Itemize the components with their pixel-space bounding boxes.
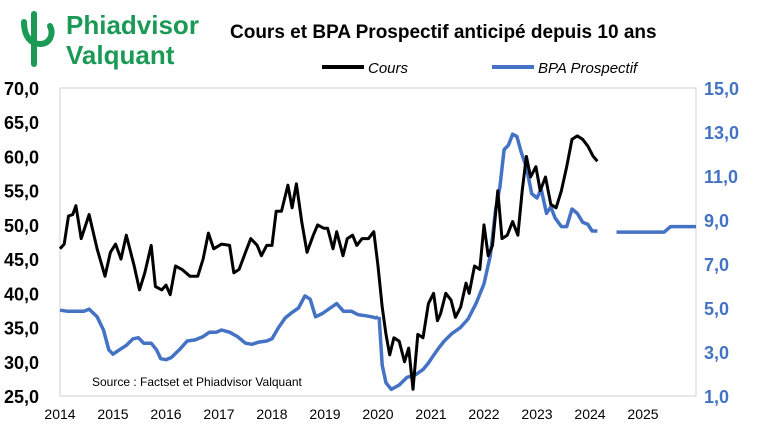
brand-line1: Phiadvisor xyxy=(66,10,199,40)
x-tick-label: 2024 xyxy=(574,406,605,422)
left-tick-label: 50,0 xyxy=(4,216,39,236)
left-tick-label: 35,0 xyxy=(4,319,39,339)
x-tick-label: 2023 xyxy=(521,406,552,422)
chart-title: Cours et BPA Prospectif anticipé depuis … xyxy=(230,22,657,43)
right-tick-label: 5,0 xyxy=(704,299,729,319)
left-tick-label: 25,0 xyxy=(4,387,39,407)
legend: Cours BPA Prospectif xyxy=(322,60,639,77)
x-tick-label: 2022 xyxy=(468,406,499,422)
left-tick-label: 40,0 xyxy=(4,284,39,304)
right-tick-label: 15,0 xyxy=(704,79,739,99)
right-axis: 15,0 13,0 11,0 9,0 7,0 5,0 3,0 1,0 xyxy=(704,79,739,407)
x-tick-label: 2017 xyxy=(203,406,234,422)
phi-logo-icon xyxy=(21,11,55,67)
left-tick-label: 45,0 xyxy=(4,250,39,270)
left-tick-label: 65,0 xyxy=(4,113,39,133)
series-layer xyxy=(58,132,696,392)
right-tick-label: 9,0 xyxy=(704,211,729,231)
right-tick-label: 3,0 xyxy=(704,343,729,363)
x-tick-label: 2021 xyxy=(415,406,446,422)
x-tick-label: 2018 xyxy=(256,406,287,422)
right-tick-label: 7,0 xyxy=(704,255,729,275)
legend-label-bpa: BPA Prospectif xyxy=(538,60,639,77)
source-note: Source : Factset et Phiadvisor Valquant xyxy=(92,375,303,389)
right-tick-label: 13,0 xyxy=(704,123,739,143)
plot-area xyxy=(59,87,697,397)
series-line-bpa-prospectif-1 xyxy=(59,294,379,362)
series-line-cours xyxy=(58,134,599,391)
brand-logo: Phiadvisor Valquant xyxy=(21,10,199,70)
left-tick-label: 70,0 xyxy=(4,79,39,99)
x-tick-label: 2015 xyxy=(97,406,128,422)
series-line-bpa-prospectif-2 xyxy=(377,132,598,392)
left-axis: 70,0 65,0 60,0 55,0 50,0 45,0 40,0 35,0 30,0 25,0 xyxy=(4,79,39,407)
right-tick-label: 11,0 xyxy=(704,167,738,187)
series-line-bpa-prospectif-3 xyxy=(616,224,696,234)
x-tick-label: 2019 xyxy=(309,406,340,422)
x-tick-label: 2020 xyxy=(362,406,393,422)
x-tick-label: 2025 xyxy=(627,406,658,422)
left-tick-label: 60,0 xyxy=(4,147,39,167)
right-tick-label: 1,0 xyxy=(704,387,729,407)
brand-line2: Valquant xyxy=(66,40,175,70)
left-tick-label: 30,0 xyxy=(4,353,39,373)
x-axis: 2014 2015 2016 2017 2018 2019 2020 2021 2022 2023… xyxy=(44,406,658,422)
legend-label-cours: Cours xyxy=(368,60,409,77)
x-tick-label: 2014 xyxy=(44,406,75,422)
x-tick-label: 2016 xyxy=(150,406,181,422)
left-tick-label: 55,0 xyxy=(4,182,39,202)
